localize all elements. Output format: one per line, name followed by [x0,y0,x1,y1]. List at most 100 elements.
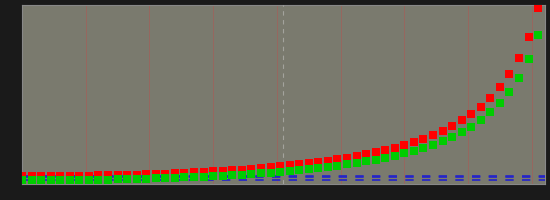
Point [218,169,227,173]
Point [180,176,189,179]
Point [228,174,236,177]
Point [256,172,265,175]
Point [161,172,170,175]
Point [314,161,323,164]
Point [285,170,294,173]
Point [314,167,323,170]
Point [123,173,131,177]
Point [94,174,103,177]
Point [56,174,65,178]
Point [505,73,514,76]
Point [75,174,84,177]
Point [142,177,151,180]
Point [85,174,94,177]
Point [448,136,456,139]
Point [133,173,141,176]
Point [238,168,246,171]
Point [476,105,485,109]
Point [352,155,361,158]
Point [266,166,275,169]
Point [170,176,179,179]
Point [496,102,504,105]
Point [180,171,189,175]
Point [295,169,304,172]
Point [65,174,74,178]
Point [133,177,141,181]
Point [103,174,112,177]
Point [496,86,504,89]
Point [476,119,485,122]
Point [276,165,284,168]
Point [218,174,227,177]
Point [18,175,26,178]
Point [37,175,46,178]
Point [409,141,418,144]
Point [524,36,533,39]
Point [238,173,246,176]
Point [256,167,265,170]
Point [486,111,495,114]
Point [448,125,456,128]
Point [362,153,371,156]
Point [56,179,65,182]
Point [123,178,131,181]
Point [467,125,476,129]
Point [85,178,94,182]
Point [18,179,26,182]
Point [457,119,466,122]
Point [371,151,380,154]
Point [534,34,542,37]
Point [390,154,399,158]
Point [285,164,294,167]
Point [333,158,342,161]
Point [151,172,160,176]
Point [209,175,218,178]
Point [343,156,351,160]
Point [161,177,170,180]
Point [438,130,447,133]
Point [304,162,313,165]
Point [228,169,236,172]
Point [467,113,476,116]
Point [142,173,151,176]
Point [400,144,409,147]
Point [75,178,84,182]
Point [428,143,437,147]
Point [209,170,218,173]
Point [94,178,103,181]
Point [381,156,389,160]
Point [515,57,524,60]
Point [323,159,332,163]
Point [199,175,208,178]
Point [390,146,399,150]
Point [103,178,112,181]
Point [190,176,199,179]
Point [276,170,284,174]
Point [419,137,428,141]
Point [343,163,351,166]
Point [371,158,380,161]
Point [505,91,514,94]
Point [113,178,122,181]
Point [486,97,495,100]
Point [362,160,371,163]
Point [524,59,533,62]
Point [419,147,428,150]
Point [295,163,304,166]
Point [515,77,524,80]
Point [247,172,256,176]
Point [400,152,409,155]
Point [457,131,466,134]
Point [170,172,179,175]
Point [190,171,199,174]
Point [438,140,447,143]
Point [333,164,342,168]
Point [113,174,122,177]
Point [27,179,36,182]
Point [304,168,313,171]
Point [534,8,542,11]
Point [409,149,418,153]
Point [65,179,74,182]
Point [46,179,55,182]
Point [46,175,55,178]
